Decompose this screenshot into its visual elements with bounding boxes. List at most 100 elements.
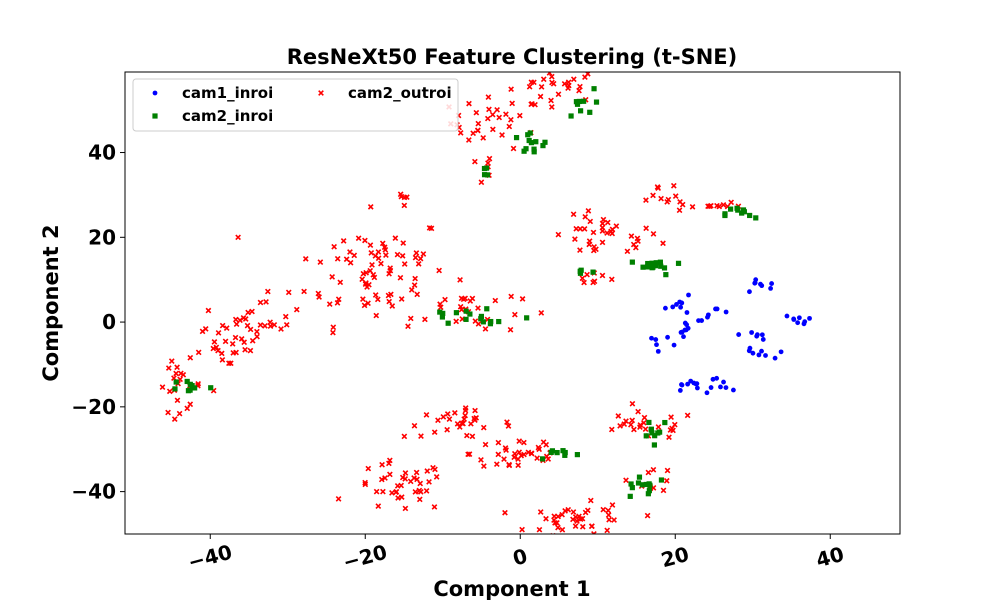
- data-point-cam2_inroi: [655, 430, 660, 435]
- data-point-cam2_outroi: [538, 510, 543, 515]
- data-point-cam2_outroi: [486, 95, 491, 100]
- data-point-cam2_inroi: [646, 420, 651, 425]
- data-point-cam2_outroi: [384, 253, 389, 258]
- data-point-cam2_outroi: [500, 133, 505, 138]
- data-point-cam2_inroi: [528, 130, 533, 135]
- data-point-cam2_outroi: [609, 277, 614, 282]
- data-point-cam2_outroi: [279, 327, 284, 332]
- data-point-cam2_outroi: [234, 322, 239, 327]
- data-point-cam2_outroi: [233, 317, 238, 322]
- data-point-cam2_outroi: [283, 314, 288, 319]
- data-point-cam2_outroi: [578, 84, 583, 89]
- data-point-cam2_outroi: [630, 418, 635, 423]
- data-point-cam2_inroi: [190, 383, 195, 388]
- data-point-cam2_outroi: [549, 98, 554, 103]
- data-point-cam2_outroi: [517, 439, 522, 444]
- data-point-cam2_inroi: [747, 213, 752, 218]
- data-point-cam2_outroi: [509, 294, 514, 299]
- data-point-cam2_outroi: [206, 308, 211, 313]
- data-point-cam2_inroi: [628, 494, 633, 499]
- data-point-cam2_outroi: [454, 319, 459, 324]
- data-point-cam2_outroi: [412, 283, 417, 288]
- x-tick-label: −20: [340, 540, 389, 575]
- data-point-cam2_outroi: [432, 505, 437, 510]
- data-point-cam2_outroi: [508, 327, 513, 332]
- data-point-cam2_outroi: [233, 335, 238, 340]
- data-point-cam2_outroi: [236, 235, 241, 240]
- data-point-cam2_inroi: [594, 99, 599, 104]
- data-point-cam2_outroi: [294, 307, 299, 312]
- data-point-cam2_outroi: [331, 325, 336, 330]
- data-point-cam2_inroi: [578, 108, 583, 113]
- data-point-cam2_outroi: [476, 121, 481, 126]
- data-point-cam2_outroi: [390, 491, 395, 496]
- data-point-cam2_outroi: [493, 298, 498, 303]
- data-point-cam2_outroi: [518, 113, 523, 118]
- data-point-cam2_outroi: [403, 506, 408, 511]
- data-point-cam1_inroi: [724, 385, 729, 390]
- data-point-cam1_inroi: [699, 318, 704, 323]
- data-point-cam2_outroi: [414, 470, 419, 475]
- data-point-cam2_outroi: [656, 425, 661, 430]
- data-point-cam2_outroi: [302, 289, 307, 294]
- data-point-cam2_outroi: [245, 323, 250, 328]
- data-point-cam1_inroi: [686, 293, 691, 298]
- data-point-cam2_outroi: [487, 156, 492, 161]
- data-point-cam2_outroi: [509, 117, 514, 122]
- data-point-cam2_outroi: [605, 220, 610, 225]
- data-point-cam2_inroi: [728, 207, 733, 212]
- data-point-cam2_inroi: [542, 140, 547, 145]
- data-point-cam2_outroi: [258, 323, 263, 328]
- data-point-cam2_outroi: [250, 338, 255, 343]
- data-point-cam2_inroi: [524, 315, 529, 320]
- data-point-cam2_outroi: [465, 433, 470, 438]
- data-point-cam2_outroi: [605, 528, 610, 533]
- data-point-cam1_inroi: [714, 376, 719, 381]
- data-point-cam2_outroi: [443, 297, 448, 302]
- data-point-cam1_inroi: [724, 310, 729, 315]
- data-point-cam2_inroi: [185, 379, 190, 384]
- data-point-cam1_inroi: [709, 385, 714, 390]
- data-point-cam2_outroi: [418, 256, 423, 261]
- data-point-cam2_outroi: [509, 87, 514, 92]
- y-axis: −40 −20 0 20 40: [71, 141, 125, 504]
- data-point-cam2_outroi: [361, 297, 366, 302]
- data-point-cam2_outroi: [601, 217, 606, 222]
- data-point-cam2_outroi: [495, 462, 500, 467]
- data-point-cam2_outroi: [398, 275, 403, 280]
- data-point-cam2_inroi: [676, 261, 681, 266]
- legend-label: cam2_outroi: [348, 84, 452, 102]
- data-point-cam2_inroi: [172, 386, 177, 391]
- data-point-cam2_outroi: [513, 451, 518, 456]
- data-point-cam2_outroi: [645, 513, 650, 518]
- data-point-cam2_outroi: [659, 196, 664, 201]
- data-point-cam2_inroi: [630, 260, 635, 265]
- data-point-cam2_outroi: [476, 306, 481, 311]
- data-point-cam2_outroi: [409, 288, 414, 293]
- data-point-cam2_outroi: [476, 128, 481, 133]
- legend-marker-cam1_inroi: [153, 91, 158, 96]
- data-point-cam2_outroi: [395, 252, 400, 257]
- data-point-cam2_outroi: [177, 411, 182, 416]
- data-point-cam1_inroi: [769, 281, 774, 286]
- data-point-cam2_outroi: [667, 435, 672, 440]
- data-point-cam2_outroi: [587, 239, 592, 244]
- data-point-cam1_inroi: [749, 330, 754, 335]
- data-point-cam2_outroi: [673, 194, 678, 199]
- data-point-cam2_outroi: [388, 472, 393, 477]
- y-tick-label: 20: [88, 225, 116, 249]
- data-point-cam2_inroi: [663, 272, 668, 277]
- data-point-cam2_outroi: [196, 350, 201, 355]
- data-point-cam2_inroi: [540, 456, 545, 461]
- data-point-cam2_outroi: [167, 389, 172, 394]
- data-point-cam2_outroi: [544, 442, 549, 447]
- data-point-cam2_outroi: [600, 225, 605, 230]
- data-point-cam2_outroi: [583, 215, 588, 220]
- data-point-cam2_inroi: [581, 99, 586, 104]
- data-point-cam2_outroi: [413, 255, 418, 260]
- data-point-cam2_outroi: [172, 417, 177, 422]
- data-point-cam2_outroi: [661, 488, 666, 493]
- data-point-cam2_outroi: [672, 183, 677, 188]
- data-point-cam2_outroi: [588, 219, 593, 224]
- series-cam1_inroi: [649, 277, 812, 395]
